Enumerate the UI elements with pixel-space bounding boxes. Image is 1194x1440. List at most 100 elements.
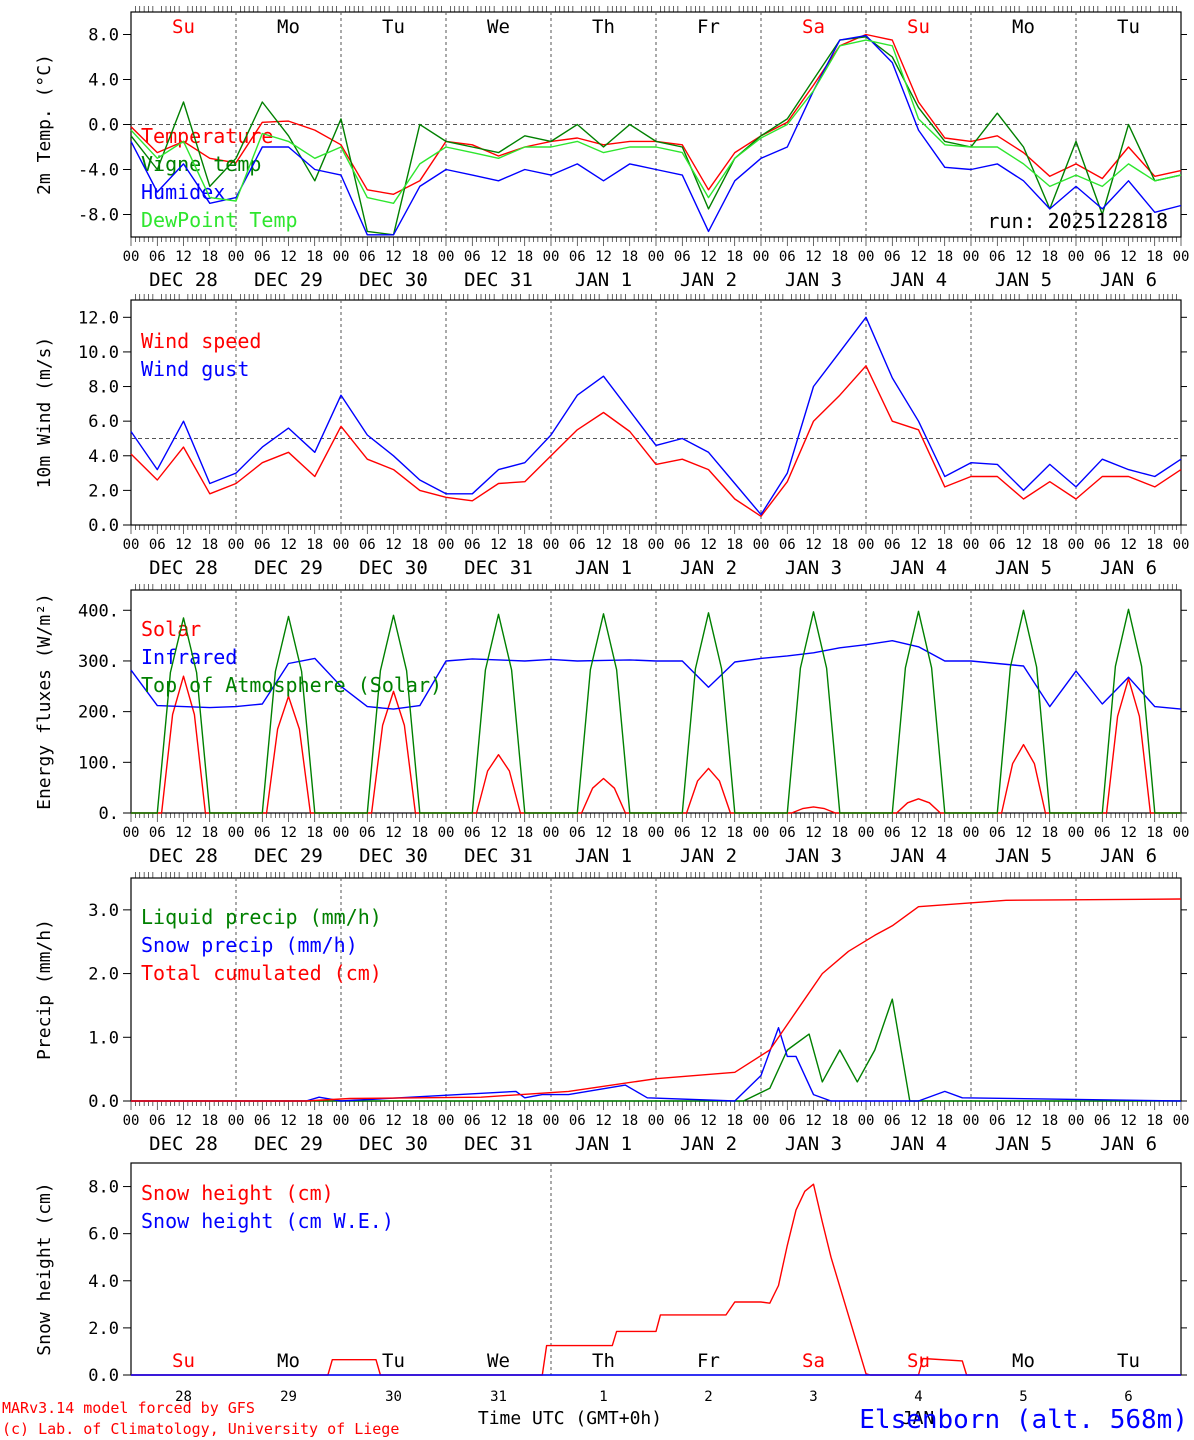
hour-tick-label: 12 xyxy=(385,1113,402,1129)
hour-tick-label: 00 xyxy=(438,825,455,841)
date-label: JAN 1 xyxy=(575,557,632,579)
y-tick-label: 4.0 xyxy=(88,1272,119,1292)
date-label: JAN 2 xyxy=(680,845,737,867)
hour-tick-label: 06 xyxy=(884,537,901,553)
date-label: DEC 30 xyxy=(359,845,428,867)
hour-tick-label: 06 xyxy=(359,1113,376,1129)
hour-tick-label: 00 xyxy=(123,825,140,841)
hour-tick-label: 18 xyxy=(201,537,218,553)
hour-tick-label: 00 xyxy=(1068,537,1085,553)
date-label: JAN 6 xyxy=(1100,845,1157,867)
y-tick-label: 0.0 xyxy=(88,116,119,136)
hour-tick-label: 00 xyxy=(648,1113,665,1129)
hour-tick-label: 06 xyxy=(149,1113,166,1129)
hour-tick-label: 18 xyxy=(936,1113,953,1129)
date-label: DEC 28 xyxy=(149,269,218,291)
hour-tick-label: 00 xyxy=(963,825,980,841)
hour-tick-label: 12 xyxy=(1120,249,1137,265)
hour-tick-label: 12 xyxy=(805,1113,822,1129)
date-label: JAN 3 xyxy=(785,557,842,579)
legend-entry: Solar xyxy=(141,617,201,641)
hour-tick-label: 12 xyxy=(1120,1113,1137,1129)
day-number-label: 6 xyxy=(1124,1389,1132,1405)
hour-tick-label: 12 xyxy=(280,1113,297,1129)
hour-tick-label: 18 xyxy=(516,1113,533,1129)
station-label: Elsenborn (alt. 568m) xyxy=(859,1405,1188,1435)
hour-tick-label: 00 xyxy=(438,1113,455,1129)
legend-entry: Wind gust xyxy=(141,357,249,381)
day-abbr-label: Mo xyxy=(1012,1350,1035,1372)
date-label: DEC 28 xyxy=(149,845,218,867)
hour-tick-label: 00 xyxy=(123,537,140,553)
hour-tick-label: 06 xyxy=(1094,537,1111,553)
day-number-label: 5 xyxy=(1019,1389,1027,1405)
footer-lab: (c) Lab. of Climatology, University of L… xyxy=(2,1420,399,1438)
day-abbr-label: Sa xyxy=(802,16,825,38)
day-abbr-label: Su xyxy=(172,16,195,38)
hour-tick-label: 18 xyxy=(1041,825,1058,841)
day-abbr-label: Su xyxy=(907,16,930,38)
panel-4: 0.0 2.0 4.0 6.0 8.0 Snow height (cm) Su 28 Mo 29 T… xyxy=(34,1162,1187,1405)
legend-entry: Vigne temp xyxy=(141,152,261,176)
hour-tick-label: 06 xyxy=(464,825,481,841)
date-label: JAN 5 xyxy=(995,557,1052,579)
hour-tick-label: 18 xyxy=(411,1113,428,1129)
hour-tick-label: 12 xyxy=(595,249,612,265)
hour-tick-label: 18 xyxy=(831,825,848,841)
legend-entry: Humidex xyxy=(141,180,225,204)
hour-tick-label: 12 xyxy=(700,1113,717,1129)
hour-tick-label: 06 xyxy=(884,825,901,841)
hour-tick-label: 12 xyxy=(490,1113,507,1129)
hour-tick-label: 00 xyxy=(543,537,560,553)
date-label: JAN 6 xyxy=(1100,1133,1157,1155)
hour-tick-label: 00 xyxy=(228,825,245,841)
hour-tick-label: 06 xyxy=(989,249,1006,265)
hour-tick-label: 18 xyxy=(936,249,953,265)
hour-tick-label: 06 xyxy=(884,249,901,265)
hour-tick-label: 18 xyxy=(831,249,848,265)
y-tick-label: 0.0 xyxy=(88,1366,119,1386)
day-abbr-label: Mo xyxy=(277,1350,300,1372)
hour-tick-label: 12 xyxy=(910,537,927,553)
hour-tick-label: 12 xyxy=(385,825,402,841)
hour-tick-label: 00 xyxy=(123,249,140,265)
hour-tick-label: 12 xyxy=(175,249,192,265)
hour-tick-label: 06 xyxy=(674,537,691,553)
day-number-label: 1 xyxy=(599,1389,607,1405)
date-label: DEC 30 xyxy=(359,557,428,579)
y-tick-label: -4.0 xyxy=(78,161,119,181)
hour-tick-label: 06 xyxy=(149,249,166,265)
hour-tick-label: 12 xyxy=(805,537,822,553)
date-label: JAN 2 xyxy=(680,1133,737,1155)
hour-tick-label: 06 xyxy=(674,825,691,841)
day-abbr-label: Mo xyxy=(1012,16,1035,38)
hour-tick-label: 00 xyxy=(858,537,875,553)
hour-tick-label: 00 xyxy=(963,537,980,553)
day-number-label: 3 xyxy=(809,1389,817,1405)
panel-frame xyxy=(130,589,1182,814)
hour-tick-label: 06 xyxy=(779,537,796,553)
hour-tick-label: 06 xyxy=(1094,1113,1111,1129)
date-label: JAN 6 xyxy=(1100,269,1157,291)
date-label: DEC 29 xyxy=(254,269,323,291)
date-label: DEC 31 xyxy=(464,1133,533,1155)
hour-tick-label: 12 xyxy=(595,825,612,841)
hour-tick-label: 06 xyxy=(1094,825,1111,841)
y-tick-label: 300. xyxy=(78,652,119,672)
hour-tick-label: 06 xyxy=(779,249,796,265)
date-label: JAN 1 xyxy=(575,1133,632,1155)
hour-tick-label: 00 xyxy=(648,825,665,841)
day-abbr-label: Tu xyxy=(382,16,405,38)
date-label: JAN 4 xyxy=(890,557,947,579)
hour-tick-label: 12 xyxy=(700,825,717,841)
hour-tick-label: 12 xyxy=(1120,825,1137,841)
date-label: JAN 1 xyxy=(575,845,632,867)
y-tick-label: 200. xyxy=(78,703,119,723)
hour-tick-label: 18 xyxy=(726,1113,743,1129)
date-label: DEC 31 xyxy=(464,845,533,867)
hour-tick-label: 18 xyxy=(1041,537,1058,553)
day-abbr-label: We xyxy=(487,1350,510,1372)
hour-tick-label: 00 xyxy=(1173,1113,1190,1129)
y-axis-label: Precip (mm/h) xyxy=(34,919,55,1060)
panel-2: 0. 100. 200. 300. 400. Energy fluxes (W/m²) 00… xyxy=(34,584,1189,867)
